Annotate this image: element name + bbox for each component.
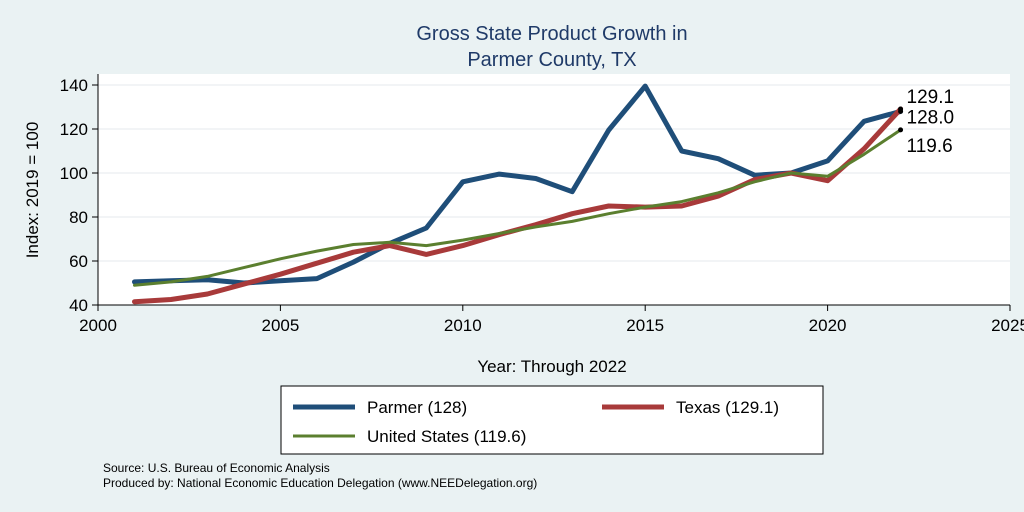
end-point-marker xyxy=(898,106,904,112)
series-lines xyxy=(132,83,904,305)
series-line-united-states xyxy=(133,128,903,287)
x-tick-label: 2010 xyxy=(444,316,482,335)
legend-box xyxy=(280,385,824,455)
end-label: 128.0 xyxy=(907,107,955,128)
end-label: 119.6 xyxy=(907,136,953,157)
legend-label: Parmer (128) xyxy=(367,398,467,417)
y-tick-label: 60 xyxy=(69,252,88,271)
x-tick-label: 2020 xyxy=(809,316,847,335)
legend-label: United States (119.6) xyxy=(367,427,526,446)
x-tick-label: 2000 xyxy=(79,316,117,335)
chart-title-line-1: Gross State Product Growth in xyxy=(416,23,687,45)
chart-title-line-2: Parmer County, TX xyxy=(467,49,636,71)
end-point-marker xyxy=(898,127,904,133)
x-tick-label: 2005 xyxy=(261,316,299,335)
legend: Parmer (128) Texas (129.1) United States (… xyxy=(293,398,779,446)
y-tick-label: 140 xyxy=(60,76,88,95)
x-axis-label: Year: Through 2022 xyxy=(477,357,626,376)
y-axis-label: Index: 2019 = 100 xyxy=(23,122,42,259)
axis-ticks: 40 60 80 100 120 140 2000 2005 2010 2015 2020 2025 xyxy=(60,76,1024,335)
x-tick-label: 2025 xyxy=(991,316,1024,335)
y-tick-label: 100 xyxy=(60,164,88,183)
source-note: Source: U.S. Bureau of Economic Analysis xyxy=(103,461,330,475)
legend-label: Texas (129.1) xyxy=(676,398,779,417)
y-tick-label: 40 xyxy=(69,296,88,315)
end-label: 129.1 xyxy=(907,87,955,108)
x-tick-label: 2015 xyxy=(626,316,664,335)
y-tick-label: 80 xyxy=(69,208,88,227)
y-tick-label: 120 xyxy=(60,120,88,139)
producer-note: Produced by: National Economic Education… xyxy=(103,476,537,490)
